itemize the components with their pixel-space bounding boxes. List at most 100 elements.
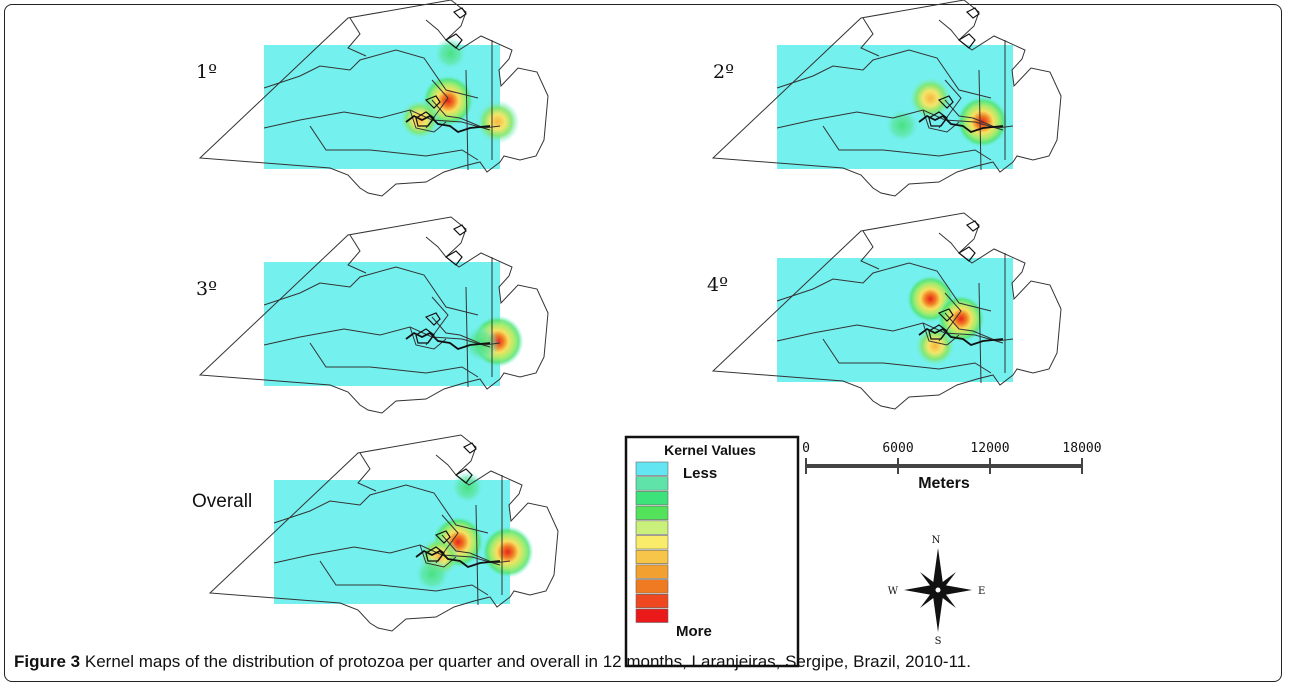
district-boundary [978,282,982,384]
north-arrow-compass-icon: N S W E [888,535,986,647]
district-boundary [776,49,992,99]
district-boundary [263,109,491,131]
district-boundary [860,230,880,270]
river-island [965,7,980,19]
legend-swatch [635,461,669,476]
river-line [415,549,501,569]
district-boundary [475,504,479,606]
kernel-hotspot [475,100,520,144]
district-boundary [409,109,447,133]
district-boundary [425,19,447,41]
legend-swatch [635,535,669,550]
compass-west-point [904,585,938,595]
figure-caption: Figure 3 Kernel maps of the distribution… [14,652,1274,672]
legend-swatch [635,564,669,579]
scale-tick-label-2: 12000 [970,441,1009,456]
district-boundary [465,286,469,388]
district-boundary [776,262,992,312]
compass-east-label: E [978,586,985,597]
kernel-raster [264,262,500,386]
river-island [957,33,976,49]
map-panel-q3: 3º [196,216,549,414]
panel-label-q2: 2º [713,61,734,83]
scale-tick-label-1: 6000 [882,441,913,456]
map-panel-q1: 1º [196,0,549,197]
river-line [918,327,1004,347]
district-boundary [357,452,377,492]
map-panel-overall: Overall [192,434,559,632]
map-panel-q2: 2º [711,0,1062,197]
kernel-hotspot [908,76,953,121]
river-island [454,468,473,484]
river-island [415,328,435,344]
legend-swatch [635,491,669,506]
district-boundary [465,69,469,171]
river-line [405,114,491,134]
river-island [462,442,477,454]
compass-south-point [933,590,943,632]
legend-title: Kernel Values [664,442,756,458]
district-boundary [776,322,1004,344]
district-boundary [822,125,992,161]
district-boundary [347,234,367,274]
figure-caption-text: Kernel maps of the distribution of proto… [84,652,971,671]
panel-label-q4: 4º [707,274,728,296]
legend-swatch [635,549,669,565]
compass-center [934,586,942,594]
district-boundary [944,312,1014,342]
legend-swatch [635,608,669,623]
district-boundary [435,454,457,476]
kernel-legend: Kernel Values Less More [624,435,800,668]
river-island [452,224,467,236]
kernel-hotspot [451,471,484,504]
district-boundary [419,544,457,568]
compass-east-point [938,585,972,595]
legend-high-label: More [676,623,712,640]
river-island [937,95,954,109]
panel-label-q1: 1º [196,61,217,83]
compass-north-label: N [932,535,941,546]
district-boundary [922,322,960,346]
legend-swatch [635,579,669,594]
district-boundary [319,560,489,596]
district-boundary [978,69,982,171]
river-island [452,7,467,19]
kernel-hotspot [885,108,919,143]
figure-caption-label: Figure 3 [14,652,81,671]
scale-unit-label: Meters [918,475,970,492]
river-island [415,111,435,127]
district-boundary [944,99,1014,129]
kernel-hotspot [481,525,534,578]
compass-nw-point [920,572,938,590]
kernel-hotspot [414,556,450,592]
panel-label-overall: Overall [192,491,252,512]
river-island [937,308,954,322]
district-boundary [922,109,960,133]
map-panel-q4: 4º [707,212,1062,410]
district-boundary [347,17,367,57]
district-boundary [776,109,1004,131]
district-boundary [409,326,447,350]
district-boundary [263,49,479,99]
river-island [928,111,948,127]
panel-label-q3: 3º [196,278,217,300]
compass-ne-point [938,572,956,590]
district-boundary [309,125,479,161]
district-boundary [431,99,501,129]
district-boundary [309,342,479,378]
scale-tick-label-3: 18000 [1062,441,1101,456]
river-island [928,324,948,340]
district-boundary [431,316,501,346]
river-island [424,312,441,326]
legend-swatch [635,520,669,535]
district-boundary [273,544,501,566]
compass-se-point [938,590,956,608]
river-island [434,530,451,544]
legend-swatch [635,476,669,491]
river-island [957,246,976,262]
district-boundary [273,484,489,534]
river-line [405,331,491,351]
legend-low-label: Less [683,465,717,482]
district-boundary [441,534,511,564]
